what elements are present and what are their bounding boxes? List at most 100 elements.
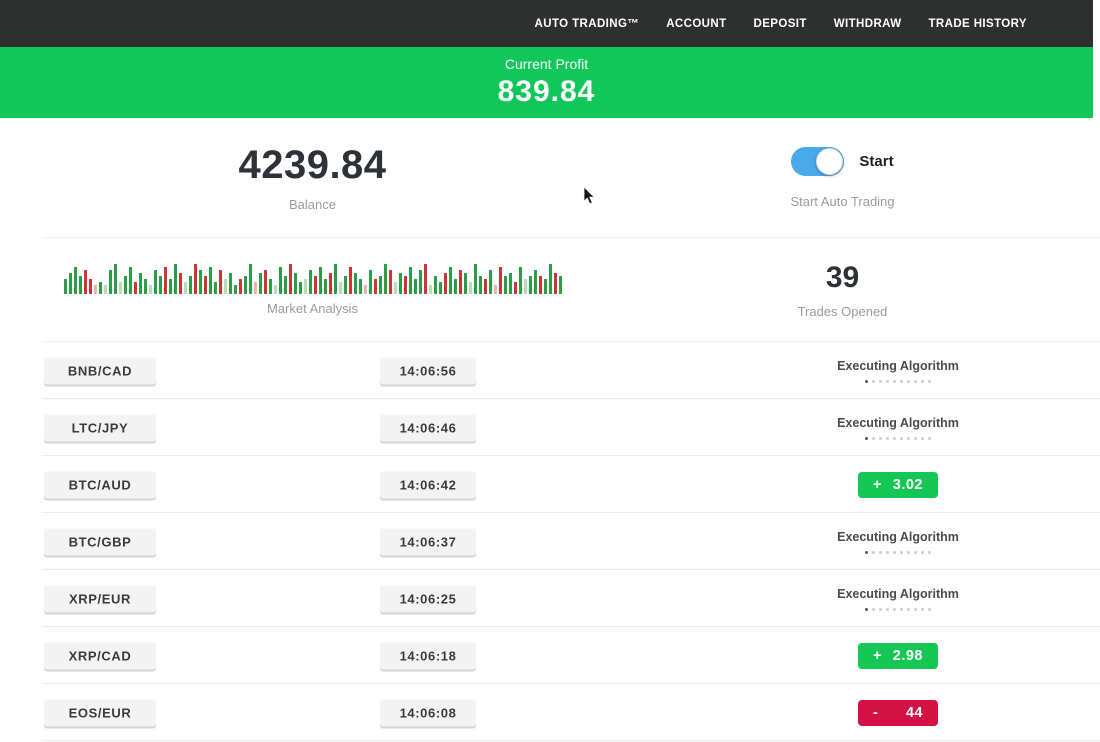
chart-bar — [463, 272, 467, 294]
chart-bar — [103, 284, 107, 294]
trade-status: Executing Algorithm — [788, 513, 1008, 570]
progress-dot-icon — [893, 436, 896, 440]
progress-dot-icon — [865, 379, 868, 383]
nav-item-deposit[interactable]: DEPOSIT — [753, 17, 807, 30]
progress-dot-icon — [914, 436, 917, 440]
chart-bar — [268, 278, 272, 294]
chart-bar — [243, 275, 247, 294]
chart-bar — [343, 275, 347, 294]
nav-item-trade-history[interactable]: TRADE HISTORY — [928, 17, 1027, 30]
time-chip: 14:06:25 — [380, 585, 476, 612]
chart-bar — [213, 281, 217, 294]
progress-dot-icon — [886, 607, 889, 611]
toggle-caption: Start Auto Trading — [790, 193, 895, 209]
chart-bar — [338, 281, 342, 294]
chart-bar — [168, 278, 172, 294]
progress-dot-icon — [928, 379, 931, 383]
chart-bar — [278, 266, 282, 294]
progress-dot-icon — [872, 550, 875, 554]
progress-dot-icon — [879, 379, 882, 383]
balance-label: Balance — [289, 197, 336, 212]
chart-bar — [248, 263, 252, 294]
chart-bar — [313, 275, 317, 294]
top-nav: AUTO TRADING™ ACCOUNT DEPOSIT WITHDRAW TRADE… — [0, 0, 1093, 47]
chart-bar — [403, 275, 407, 294]
chart-bar — [73, 266, 77, 294]
progress-dot-icon — [928, 550, 931, 554]
chart-bar — [543, 278, 547, 294]
chart-bar — [438, 281, 442, 294]
trade-status: Executing Algorithm — [788, 342, 1008, 399]
chart-bar — [353, 272, 357, 294]
chart-bar — [383, 263, 387, 294]
nav-item-withdraw[interactable]: WITHDRAW — [833, 17, 902, 30]
progress-dot-icon — [900, 436, 903, 440]
chart-bar — [413, 278, 417, 294]
chart-bar — [178, 272, 182, 294]
chart-bar — [143, 278, 147, 294]
chart-bar — [358, 278, 362, 294]
table-row: BNB/CAD 14:06:56 Executing Algorithm — [0, 342, 1100, 399]
result-badge: +2.98 — [858, 642, 938, 669]
chart-bar — [318, 266, 322, 294]
progress-dot-icon — [886, 379, 889, 383]
chart-bar — [443, 272, 447, 294]
executing-label: Executing Algorithm — [837, 529, 959, 544]
pair-chip: BNB/CAD — [44, 357, 156, 384]
chart-bar — [118, 281, 122, 294]
pair-chip: XRP/CAD — [44, 642, 156, 669]
progress-dot-icon — [914, 550, 917, 554]
chart-bar — [138, 272, 142, 294]
progress-dot-icon — [865, 607, 868, 611]
profit-banner: Current Profit 839.84 — [0, 47, 1093, 118]
chart-bar — [113, 263, 117, 294]
progress-dot-icon — [879, 550, 882, 554]
chart-bar — [308, 269, 312, 294]
chart-bar — [458, 269, 462, 294]
nav-item-account[interactable]: ACCOUNT — [666, 17, 727, 30]
chart-bar — [188, 275, 192, 294]
executing-label: Executing Algorithm — [837, 358, 959, 373]
analysis-section: Market Analysis 39 Trades Opened — [0, 238, 1100, 341]
table-row: LTC/JPY 14:06:46 Executing Algorithm — [0, 399, 1100, 456]
chart-bar — [83, 269, 87, 294]
nav-item-auto-trading[interactable]: AUTO TRADING™ — [534, 17, 640, 30]
chart-bar — [148, 284, 152, 294]
chart-bar — [373, 278, 377, 294]
time-chip: 14:06:37 — [380, 528, 476, 555]
executing-label: Executing Algorithm — [837, 415, 959, 430]
chart-bar — [153, 269, 157, 294]
chart-bar — [363, 284, 367, 294]
table-row: BTC/AUD 14:06:42 +3.02 — [0, 456, 1100, 513]
progress-dot-icon — [928, 436, 931, 440]
progress-dot-icon — [921, 379, 924, 383]
chart-bar — [503, 275, 507, 294]
progress-dot-icon — [900, 607, 903, 611]
chart-bar — [273, 284, 277, 294]
chart-bar — [163, 266, 167, 294]
chart-bar — [538, 275, 542, 294]
chart-bar — [238, 278, 242, 294]
trade-status: Executing Algorithm — [788, 570, 1008, 627]
market-analysis-block: Market Analysis — [0, 263, 585, 316]
chart-bar — [528, 275, 532, 294]
result-amount: 3.02 — [892, 476, 923, 493]
chart-bar — [508, 272, 512, 294]
minus-sign: - — [873, 704, 879, 721]
chart-bar — [548, 263, 552, 294]
trade-status: - 44 — [788, 684, 1008, 741]
chart-bar — [173, 263, 177, 294]
table-row: EOS/EUR 14:06:08 - 44 — [0, 684, 1100, 741]
auto-trading-toggle[interactable] — [791, 146, 845, 176]
chart-bar — [418, 269, 422, 294]
chart-bar — [128, 266, 132, 294]
chart-bar — [453, 278, 457, 294]
chart-bar — [68, 272, 72, 294]
chart-bar — [228, 272, 232, 294]
chart-bar — [388, 269, 392, 294]
chart-bar — [63, 278, 67, 294]
table-row: XRP/CAD 14:06:18 +2.98 — [0, 627, 1100, 684]
chart-bar — [523, 278, 527, 294]
progress-dot-icon — [928, 607, 931, 611]
